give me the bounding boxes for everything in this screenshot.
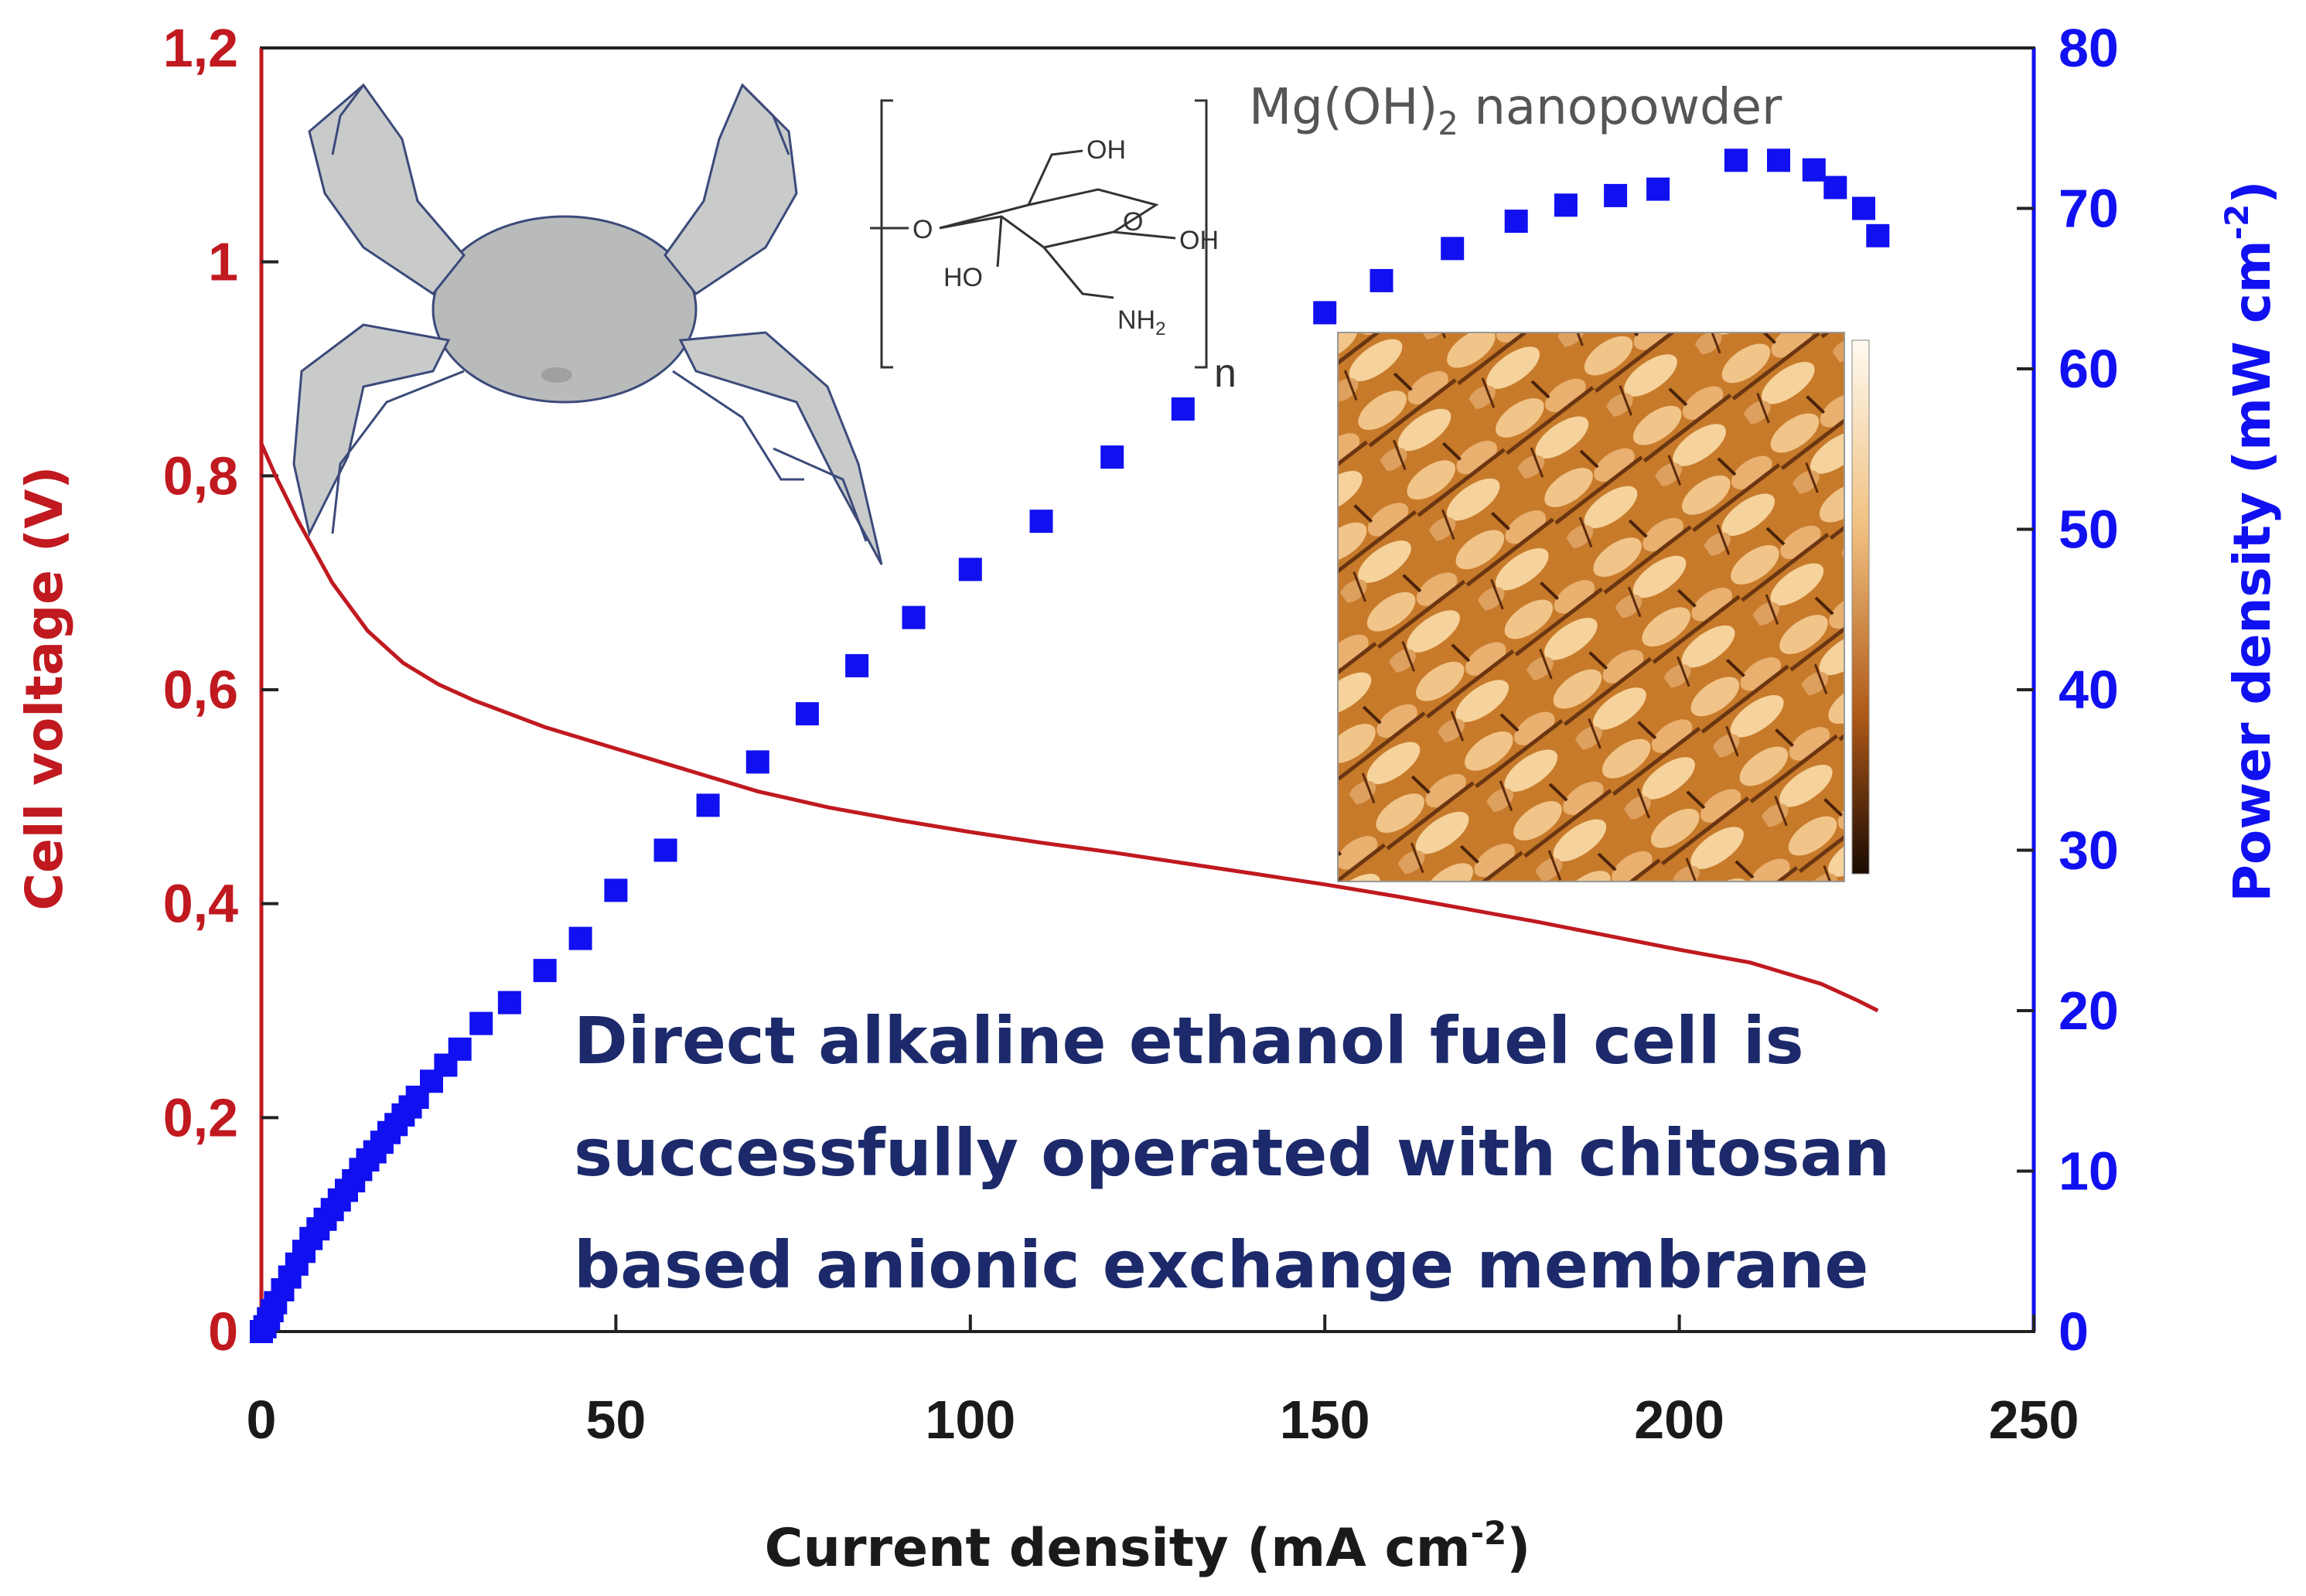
afm-inset-image	[1337, 332, 1870, 882]
power-density-marker	[1441, 237, 1465, 261]
y-right-tick-label: 0	[2059, 1301, 2089, 1362]
y-left-tick-label: 0,2	[163, 1087, 238, 1148]
power-density-marker	[1724, 148, 1748, 172]
power-density-marker	[1029, 510, 1053, 534]
y-right-axis-title: Power density (mW cm-2)	[2218, 181, 2282, 902]
power-density-series	[250, 148, 1890, 1343]
left-bracket	[880, 99, 893, 369]
y-left-tick-label: 0	[208, 1301, 238, 1362]
power-density-marker	[1852, 196, 1875, 220]
power-density-marker	[902, 605, 926, 629]
annotation-line-1: Direct alkaline ethanol fuel cell is	[574, 1003, 1804, 1079]
right-bracket	[1195, 99, 1208, 369]
power-density-marker	[448, 1037, 472, 1061]
right-axis-ticks: 0 10 20 30 40 50 60 70 80	[2017, 18, 2119, 1362]
x-tick-label: 250	[1989, 1390, 2079, 1450]
annotation-line-3: based anionic exchange membrane	[574, 1227, 1868, 1303]
power-density-marker	[1767, 148, 1790, 172]
power-density-marker	[1171, 397, 1195, 421]
power-density-marker	[958, 558, 982, 581]
crab-illustration	[292, 83, 883, 565]
afm-color-scale	[1851, 339, 1870, 875]
power-density-marker	[1802, 158, 1826, 182]
x-tick-label: 50	[585, 1390, 646, 1450]
power-density-marker	[1646, 177, 1670, 201]
left-axis-ticks: 0 0,2 0,4 0,6 0,8 1 1,2	[163, 18, 278, 1362]
power-density-marker	[1370, 268, 1393, 292]
annotation-line-2: successfully operated with chitosan	[574, 1115, 1890, 1191]
y-right-tick-label: 70	[2059, 179, 2119, 239]
x-axis-title: Current density (mA cm-2)	[765, 1514, 1531, 1579]
y-right-tick-label: 40	[2059, 660, 2119, 720]
cell-voltage-series	[259, 442, 1879, 1013]
chitosan-o-ring: O	[1123, 207, 1143, 237]
y-right-tick-label: 80	[2059, 18, 2119, 78]
y-left-tick-label: 0,6	[163, 660, 238, 720]
y-right-tick-label: 10	[2059, 1141, 2119, 1202]
y-left-tick-label: 0,8	[163, 445, 238, 506]
power-density-marker	[1604, 183, 1628, 207]
x-tick-label: 100	[925, 1390, 1015, 1450]
y-right-tick-label: 30	[2059, 820, 2119, 881]
chitosan-o-link: O	[913, 215, 933, 244]
y-left-tick-label: 1,2	[163, 18, 238, 78]
power-density-marker	[1866, 223, 1890, 247]
y-left-tick-label: 1	[208, 232, 238, 292]
power-density-marker	[653, 838, 677, 862]
power-density-marker	[497, 991, 521, 1015]
mg-oh2-label: Mg(OH)2 nanopowder	[1249, 79, 1782, 142]
chitosan-ho-left: HO	[943, 263, 983, 292]
power-density-marker	[604, 878, 628, 902]
chitosan-oh-right: OH	[1179, 226, 1219, 255]
y-right-tick-label: 50	[2059, 500, 2119, 560]
power-density-marker	[845, 653, 869, 677]
power-density-marker	[1554, 193, 1578, 217]
bottom-axis-ticks: 0 50 100 150 200 250	[247, 1315, 2079, 1450]
y-right-tick-label: 20	[2059, 980, 2119, 1041]
x-tick-label: 0	[247, 1390, 277, 1450]
power-density-marker	[745, 750, 769, 774]
power-density-marker	[795, 702, 819, 726]
chitosan-oh-top: OH	[1086, 135, 1126, 165]
power-density-marker	[568, 926, 592, 950]
y-right-tick-label: 60	[2059, 339, 2119, 399]
power-density-marker	[696, 793, 720, 817]
chitosan-n-subscript: n	[1214, 351, 1237, 396]
y-left-tick-label: 0,4	[163, 874, 238, 934]
power-density-marker	[469, 1011, 493, 1035]
power-density-marker	[1823, 176, 1847, 200]
power-density-marker	[1313, 301, 1337, 325]
power-density-marker	[533, 959, 557, 983]
chitosan-nh2: NH2	[1117, 305, 1165, 339]
chitosan-structure	[870, 99, 1208, 369]
power-density-marker	[1504, 210, 1528, 234]
x-tick-label: 200	[1634, 1390, 1724, 1450]
power-density-marker	[1100, 445, 1124, 469]
y-left-axis-title: Cell voltage (V)	[15, 466, 74, 911]
x-tick-label: 150	[1280, 1390, 1370, 1450]
